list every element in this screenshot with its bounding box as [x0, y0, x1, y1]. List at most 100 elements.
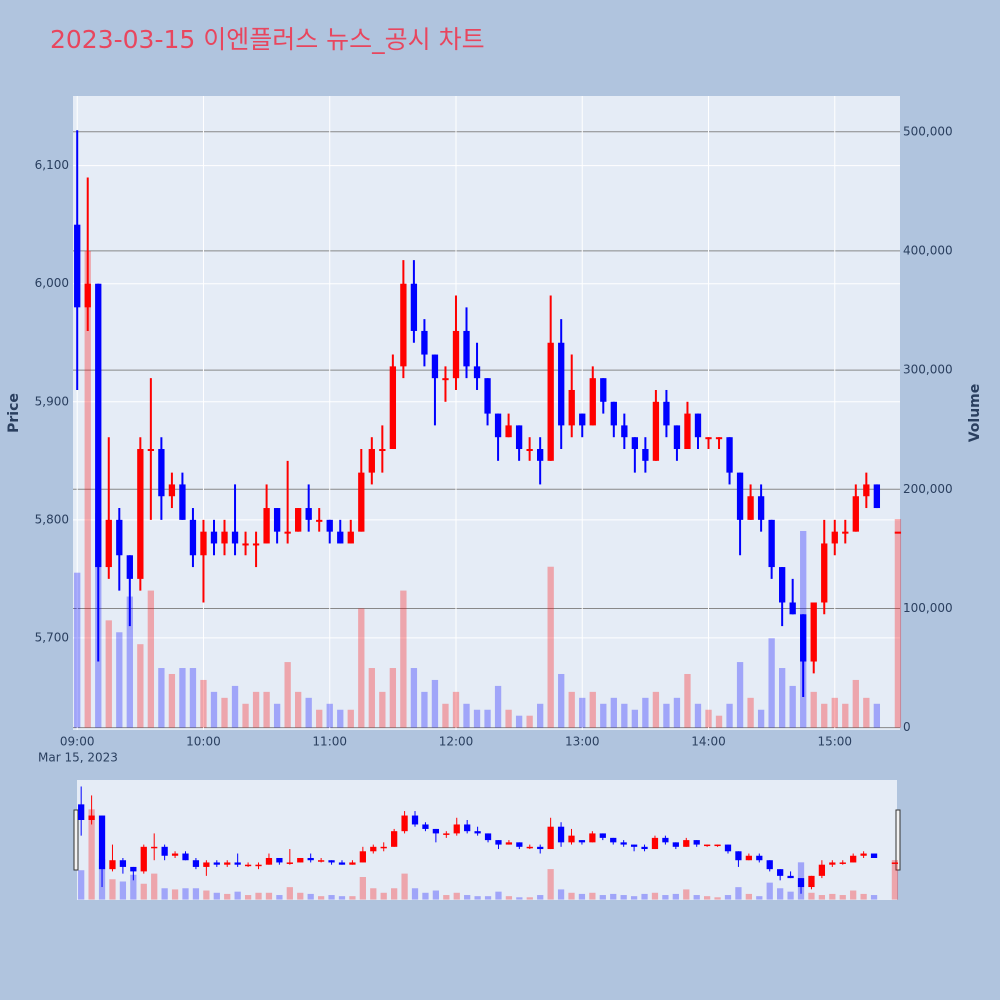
- candle-body: [137, 449, 144, 579]
- candle-body: [347, 531, 354, 544]
- x-tick-label: 15:00: [817, 735, 852, 749]
- candle-body: [547, 342, 554, 461]
- slider-handle[interactable]: [895, 809, 901, 871]
- candle-body: [179, 484, 186, 520]
- mini-volume-bar: [547, 869, 554, 900]
- y2-tick-label: 300,000: [903, 363, 953, 377]
- candle-body: [158, 449, 165, 497]
- volume-bar: [821, 703, 828, 728]
- mini-volume-bar: [338, 896, 346, 900]
- x-tick-label: 10:00: [186, 735, 221, 749]
- mini-volume-bar: [151, 873, 158, 900]
- candle-body: [305, 508, 312, 520]
- mini-volume-bar: [630, 896, 638, 900]
- mini-candle-body: [829, 862, 836, 865]
- mini-candle-body: [818, 864, 826, 876]
- mini-candle-body: [735, 851, 742, 861]
- x-tick-label: 14:00: [691, 735, 726, 749]
- mini-candle-body: [380, 846, 387, 849]
- candle-body: [210, 531, 218, 544]
- candle-body: [494, 413, 502, 438]
- mini-candle-body: [432, 828, 440, 834]
- volume-bar: [673, 697, 681, 728]
- candle-body: [736, 472, 744, 520]
- candle-body: [810, 602, 817, 662]
- mini-volume-bar: [78, 870, 85, 900]
- mini-volume-bar: [265, 892, 273, 900]
- volume-bar: [610, 697, 617, 728]
- candle-body: [568, 389, 575, 426]
- mini-candle-body: [745, 855, 752, 861]
- mini-candle-body: [797, 878, 805, 888]
- candle-body: [515, 425, 523, 450]
- mini-volume-bar: [255, 892, 262, 900]
- volume-bar: [600, 703, 607, 728]
- mini-candle-body: [505, 842, 513, 845]
- mini-candle-body: [88, 815, 95, 820]
- y2-tick-label: 100,000: [903, 601, 953, 615]
- x-tick-label: 09:00: [60, 735, 95, 749]
- candle-body: [484, 378, 491, 414]
- mini-volume-bar: [171, 889, 179, 900]
- volume-bar: [715, 715, 723, 728]
- candle-body: [526, 449, 533, 452]
- mini-volume-bar: [537, 895, 544, 900]
- mini-candle-body: [224, 862, 231, 865]
- mini-volume-bar: [505, 896, 513, 900]
- mini-volume-bar: [224, 893, 231, 900]
- mini-candle-body: [78, 804, 85, 820]
- mini-volume-bar: [401, 873, 408, 900]
- mini-candle-body: [860, 853, 867, 856]
- candle-body: [431, 354, 439, 379]
- mini-candle-body: [870, 853, 878, 858]
- volume-bar: [747, 697, 754, 728]
- mini-candle-body: [589, 833, 596, 843]
- volume-bar: [589, 691, 596, 728]
- mini-candle-body: [620, 842, 627, 845]
- volume-bar: [757, 709, 765, 728]
- mini-candle-body: [568, 835, 575, 843]
- mini-volume-bar: [391, 888, 398, 900]
- mini-volume-bar: [443, 895, 450, 900]
- volume-bar: [852, 679, 859, 728]
- mini-volume-bar: [380, 892, 387, 900]
- y-tick-label: 5,900: [35, 394, 69, 408]
- candle-body: [757, 496, 765, 520]
- mini-volume-bar: [651, 892, 659, 900]
- volume-bar: [642, 697, 649, 728]
- mini-candle-body: [651, 837, 659, 850]
- mini-volume-bar: [432, 890, 440, 900]
- mini-volume-bar: [568, 892, 575, 900]
- mini-volume-bar: [130, 874, 137, 900]
- mini-volume-bar: [735, 887, 742, 900]
- mini-candle-body: [328, 860, 335, 863]
- mini-candle-body: [98, 815, 106, 870]
- candle-body: [579, 413, 586, 426]
- candle-body: [610, 401, 617, 426]
- volume-bar: [347, 709, 354, 728]
- slider-handle[interactable]: [73, 809, 79, 871]
- mini-candle-body: [724, 844, 732, 852]
- mini-candle-body: [495, 840, 502, 845]
- volume-bar: [568, 691, 575, 728]
- candle-body: [337, 531, 344, 544]
- mini-volume-bar: [829, 893, 836, 900]
- mini-candle-body: [140, 846, 147, 872]
- volume-bar: [726, 703, 733, 728]
- volume-bar: [242, 703, 249, 728]
- candle-body: [168, 484, 176, 497]
- volume-bar: [631, 709, 639, 728]
- mini-volume-bar: [557, 889, 565, 900]
- volume-bar: [189, 668, 197, 728]
- mini-candle-body: [171, 853, 179, 856]
- volume-bar: [410, 668, 418, 728]
- mini-candle-body: [777, 869, 784, 876]
- mini-candle-body: [610, 837, 617, 843]
- mini-volume-bar: [850, 890, 857, 900]
- mini-candle-body: [109, 860, 116, 870]
- mini-candle-body: [578, 840, 586, 843]
- mini-candle-body: [411, 815, 419, 825]
- mini-candle-body: [766, 860, 773, 870]
- volume-bar: [621, 703, 628, 728]
